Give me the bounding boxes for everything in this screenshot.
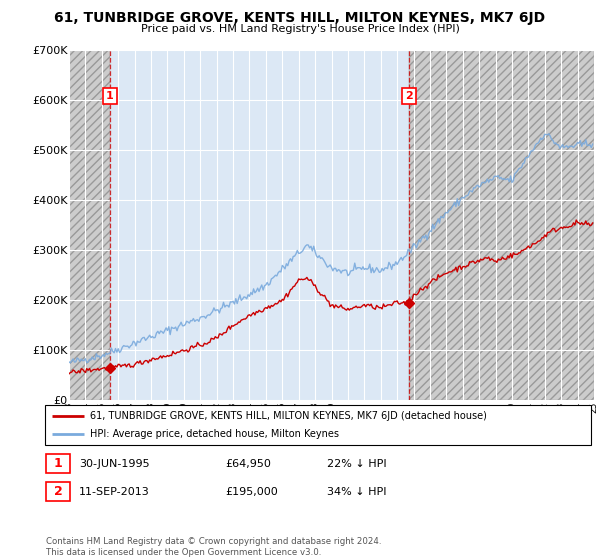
Text: 11-SEP-2013: 11-SEP-2013 bbox=[79, 487, 150, 497]
Text: 2: 2 bbox=[54, 485, 62, 498]
Text: 61, TUNBRIDGE GROVE, KENTS HILL, MILTON KEYNES, MK7 6JD (detached house): 61, TUNBRIDGE GROVE, KENTS HILL, MILTON … bbox=[90, 411, 487, 421]
Text: Price paid vs. HM Land Registry's House Price Index (HPI): Price paid vs. HM Land Registry's House … bbox=[140, 24, 460, 34]
Text: £195,000: £195,000 bbox=[225, 487, 278, 497]
Text: 1: 1 bbox=[54, 457, 62, 470]
Text: £64,950: £64,950 bbox=[225, 459, 271, 469]
Text: 22% ↓ HPI: 22% ↓ HPI bbox=[327, 459, 386, 469]
Bar bbox=[69, 50, 110, 400]
Text: 34% ↓ HPI: 34% ↓ HPI bbox=[327, 487, 386, 497]
Text: Contains HM Land Registry data © Crown copyright and database right 2024.
This d: Contains HM Land Registry data © Crown c… bbox=[46, 537, 382, 557]
Text: 1: 1 bbox=[106, 91, 114, 101]
Bar bbox=[409, 50, 594, 400]
Text: HPI: Average price, detached house, Milton Keynes: HPI: Average price, detached house, Milt… bbox=[90, 430, 339, 439]
Text: 2: 2 bbox=[405, 91, 413, 101]
Text: 30-JUN-1995: 30-JUN-1995 bbox=[79, 459, 150, 469]
Text: 61, TUNBRIDGE GROVE, KENTS HILL, MILTON KEYNES, MK7 6JD: 61, TUNBRIDGE GROVE, KENTS HILL, MILTON … bbox=[55, 11, 545, 25]
